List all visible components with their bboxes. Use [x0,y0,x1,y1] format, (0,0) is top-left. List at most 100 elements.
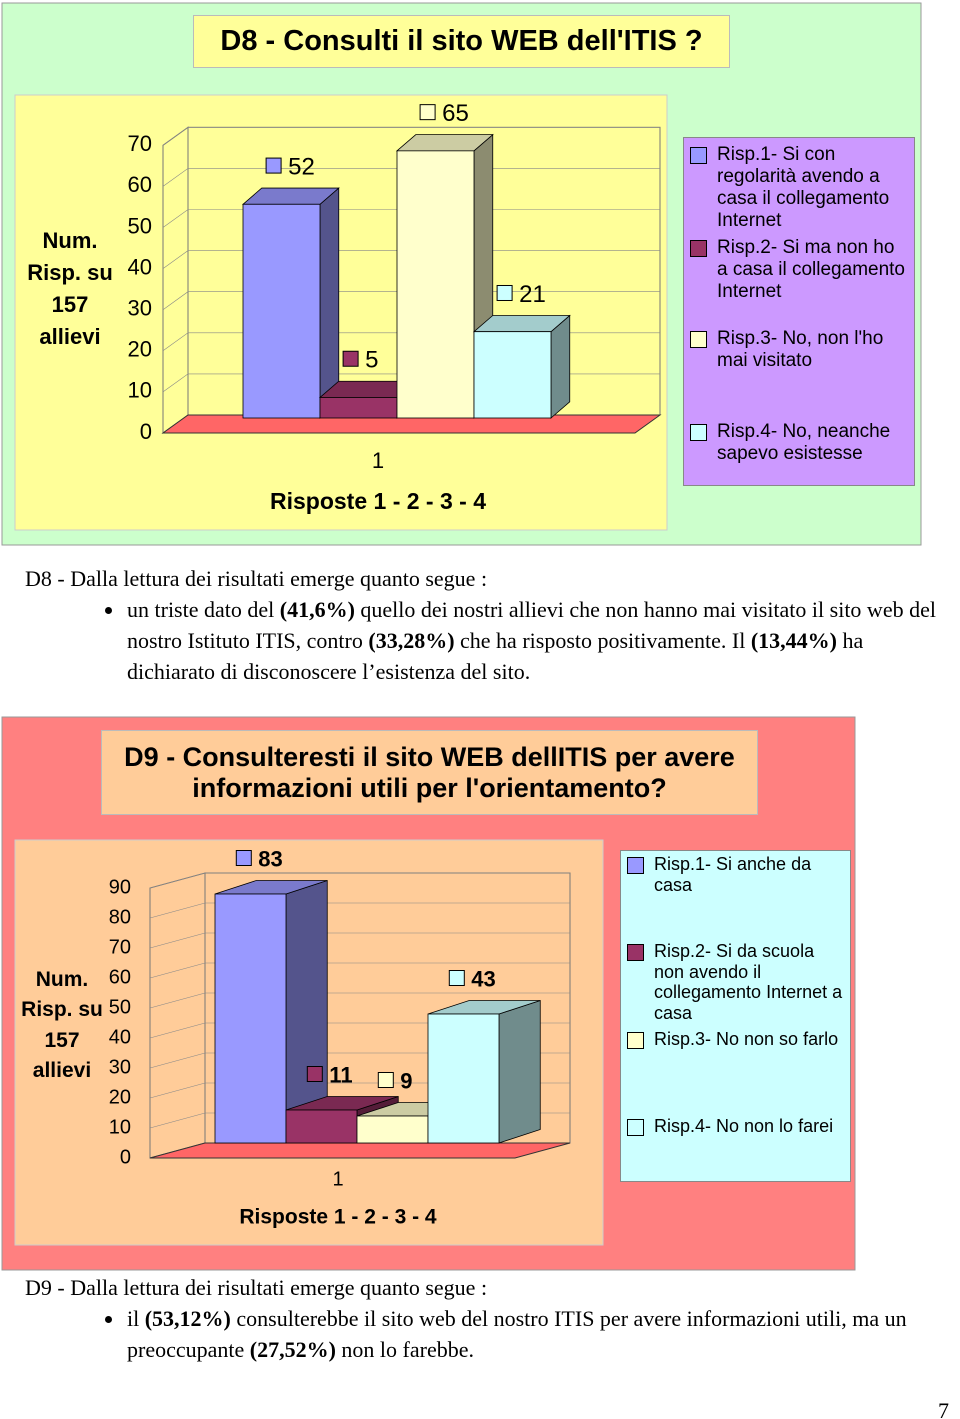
bar-front [285,1109,358,1144]
data-label: 21 [519,281,546,308]
grid-line [162,127,660,146]
y-axis-label: Num. Risp. su 157 allievi [27,228,113,349]
data-label: 5 [365,347,378,374]
legend-label: Risp.2- Si ma non ho a casa il collegame… [717,237,905,302]
text-segment: che ha risposto positivamente. Il [454,628,751,653]
legend-key [627,1032,644,1049]
x-axis-label: Risposte 1 - 2 - 3 - 4 [270,488,486,514]
text-segment: (41,6%) [279,597,355,622]
legend-item: Risp.4- No, neanche sapevo esistesse [690,421,910,465]
legend-label: Risp.2- Si da scuola non avendo il colle… [654,941,843,1024]
y-tick-label: 40 [128,254,152,279]
text-segment: il [127,1306,145,1331]
legend-key [690,331,707,348]
grid-line [149,932,570,949]
grid-line [149,872,570,889]
text-segment: un triste dato del [127,597,280,622]
y-tick-label: 80 [109,906,131,928]
floor [149,1142,571,1159]
bar [214,879,328,1144]
legend-item: Risp.4- No non lo farei [627,1116,846,1137]
grid-line [162,168,660,187]
legend-item: Risp.1- Si con regolarità avendo a casa … [690,144,910,231]
y-tick-label: 90 [109,876,131,898]
legend-label: Risp.1- Si con regolarità avendo a casa … [717,144,890,231]
grid-line [162,250,660,269]
d9-bullet: il (53,12%) consulterebbe il sito web de… [125,1303,925,1365]
text-segment: (13,44%) [750,628,838,653]
grid-line [162,209,660,228]
legend-item: Risp.2- Si da scuola non avendo il colle… [627,941,846,1024]
y-axis-label: Num. Risp. su 157 allievi [21,968,103,1083]
legend-item: Risp.3- No, non l'ho mai visitato [690,328,910,372]
label-key [377,1072,394,1088]
bar-front [473,331,552,419]
d8-intro: D8 - Dalla lettura dei risultati emerge … [25,566,488,591]
x-tick-label: 1 [332,1168,343,1190]
data-label: 43 [471,966,495,991]
legend-label: Risp.3- No non so farlo [654,1029,839,1049]
y-tick-label: 30 [109,1056,131,1078]
legend-label: Risp.4- No, neanche sapevo esistesse [717,421,891,464]
y-tick-label: 0 [120,1146,131,1168]
x-axis-label: Risposte 1 - 2 - 3 - 4 [239,1206,437,1229]
legend: Risp.1- Si anche da casa Risp.2- Si da sc… [620,850,851,1182]
bar-front [214,893,287,1144]
y-tick-label: 60 [128,172,152,197]
text-segment: ha dichiarato di disconoscere l’esistenz… [127,628,864,684]
text-segment: (33,28%) [368,628,455,653]
legend-key [627,857,644,874]
label-key [265,157,282,174]
d9-text: D9 - Dalla lettura dei risultati emerge … [25,1272,925,1365]
y-tick-label: 20 [128,337,152,362]
d8-list: un triste dato del (41,6%) quello dei no… [25,594,955,687]
legend-label: Risp.1- Si anche da casa [654,854,812,895]
d9-list: il (53,12%) consulterebbe il sito web de… [25,1303,925,1365]
grid-line [149,902,570,919]
data-label: 65 [442,100,469,127]
data-label: 83 [258,846,282,871]
y-tick-label: 10 [128,378,152,403]
label-key [235,850,252,866]
text-segment: non lo farebbe. [335,1337,474,1362]
y-tick-label: 50 [109,996,131,1018]
y-tick-label: 60 [109,966,131,988]
legend-label: Risp.4- No non lo farei [654,1116,834,1136]
y-tick-label: 70 [109,936,131,958]
d9-intro: D9 - Dalla lettura dei risultati emerge … [25,1275,488,1300]
label-key [496,284,513,301]
legend: Risp.1- Si con regolarità avendo a casa … [683,137,915,486]
legend-key [690,147,707,164]
d8-text: D8 - Dalla lettura dei risultati emerge … [25,563,955,687]
legend-key [627,1119,644,1136]
page-number: 7 [938,1398,949,1419]
bar-front [242,203,321,419]
chart-title: D9 - Consulteresti il sito WEB dellITIS … [101,730,758,815]
grid-line [149,992,570,1009]
y-tick-label: 0 [140,419,152,444]
data-label: 11 [329,1062,352,1087]
plot-frame [14,94,668,531]
label-key [342,350,359,367]
y-tick-label: 30 [128,296,152,321]
bar-side [550,314,571,419]
legend-key [690,240,707,257]
label-key [306,1066,323,1082]
bar-side [498,999,541,1144]
label-key [419,104,436,121]
bar [472,314,571,419]
y-tick-label: 10 [109,1116,131,1138]
floor [161,414,662,434]
legend-key [627,944,644,961]
y-tick-label: 50 [128,213,152,238]
grid-line [149,962,570,979]
chart-title: D8 - Consulti il sito WEB dell'ITIS ? [193,15,730,68]
text-segment: consulterebbe il sito web del nostro ITI… [127,1306,907,1362]
legend-item: Risp.2- Si ma non ho a casa il collegame… [690,237,910,303]
legend-item: Risp.3- No non so farlo [627,1029,846,1050]
y-tick-label: 40 [109,1026,131,1048]
bar-front [427,1013,500,1144]
data-label: 9 [400,1068,412,1093]
legend-item: Risp.1- Si anche da casa [627,854,846,895]
